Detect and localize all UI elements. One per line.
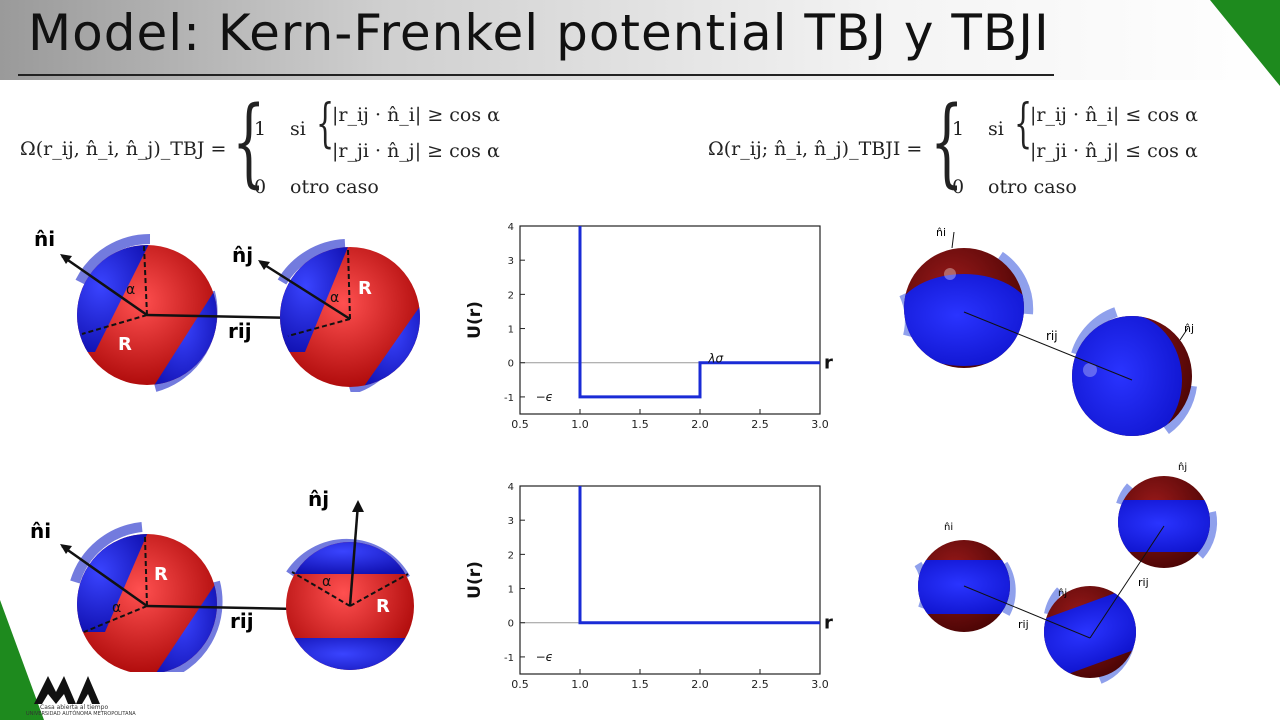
radius-label-j: R xyxy=(358,278,372,299)
alpha-label-2: α xyxy=(112,600,121,616)
y-tick-label: 0 xyxy=(508,359,514,370)
particle-i: α R n̂i xyxy=(34,227,218,392)
equation-tbj-cond1: |r_ij · n̂_i| ≥ cos α xyxy=(332,104,500,126)
logo-caption-2: UNIVERSIDAD AUTÓNOMA METROPOLITANA xyxy=(26,711,136,717)
equation-tbji-case2-value: 0 xyxy=(952,176,965,198)
title-underline xyxy=(18,74,1054,76)
snap-rij-label: rij xyxy=(1046,329,1058,343)
x-tick-label: 2.0 xyxy=(691,418,709,431)
y-tick-label: 4 xyxy=(508,222,514,233)
logo-caption-1: Casa abierta al tiempo xyxy=(40,704,109,711)
equation-tbji-brace: { xyxy=(930,86,964,198)
equation-tbji-cond2: |r_ji · n̂_j| ≤ cos α xyxy=(1030,140,1198,162)
x-tick-label: 1.5 xyxy=(631,418,649,431)
snapshot-tbj-simulation: n̂i rij n̂j xyxy=(899,226,1197,436)
x-tick-label: 1.0 xyxy=(571,418,589,431)
chart-tbji-potential: -1 0 1 2 3 4 0.5 1.0 1.5 2.0 2.5 3.0 U(r) r −ϵ xyxy=(465,482,833,691)
radius-label-j2: R xyxy=(376,596,390,617)
equation-tbj: Ω(r_ij, n̂_i, n̂_j)_TBJ = { 1 si { |r_ij… xyxy=(20,86,540,206)
diagram-tbji-particles: α R n̂i rij α R n̂j xyxy=(30,487,414,672)
y-tick-label: 1 xyxy=(508,585,514,596)
x-tick-label: 3.0 xyxy=(811,678,829,691)
x-axis-label: r xyxy=(824,353,833,374)
x-tick-label: 2.5 xyxy=(751,678,769,691)
radius-label: R xyxy=(118,334,132,355)
y-tick-label: 2 xyxy=(508,290,514,301)
x-tick-label: 2.5 xyxy=(751,418,769,431)
ni-label-2: n̂i xyxy=(30,519,51,543)
green-corner-bottom-left xyxy=(0,600,44,720)
rij-label-2: rij xyxy=(230,609,254,633)
equation-tbj-case2-word: otro caso xyxy=(290,176,379,198)
equation-tbj-inner-brace: { xyxy=(316,94,335,154)
y-tick-label: 0 xyxy=(508,619,514,630)
snap2-ni-label: n̂i xyxy=(944,521,953,533)
y-tick-label: 4 xyxy=(508,482,514,493)
y-axis-label: U(r) xyxy=(465,301,485,339)
snap2-nj-label-a: n̂j xyxy=(1058,587,1067,599)
diagram-tbj-particles: α R n̂i rij α R n̂j xyxy=(34,227,420,392)
potential-series-line xyxy=(578,486,820,625)
y-tick-label: -1 xyxy=(504,653,514,664)
equation-tbj-case1-value: 1 xyxy=(254,118,267,140)
y-axis-label: U(r) xyxy=(465,561,485,599)
x-tick-label: 2.0 xyxy=(691,678,709,691)
green-corner-top-right xyxy=(1210,0,1280,86)
x-tick-label: 1.5 xyxy=(631,678,649,691)
y-tick-label: -1 xyxy=(504,393,514,404)
alpha-label-j2: α xyxy=(322,574,331,590)
equation-tbj-cond2: |r_ji · n̂_j| ≥ cos α xyxy=(332,140,500,162)
alpha-label-j: α xyxy=(330,290,339,306)
slide-title: Model: Kern-Frenkel potential TBJ y TBJI xyxy=(28,4,1050,62)
equation-tbji-cond1: |r_ij · n̂_i| ≤ cos α xyxy=(1030,104,1198,126)
equation-tbj-brace: { xyxy=(232,86,266,198)
snap-ni-label: n̂i xyxy=(936,226,946,239)
uam-logo xyxy=(34,676,100,704)
snapshot-tbji-simulation: n̂i rij rij n̂j n̂j xyxy=(914,461,1218,684)
equation-tbj-case1-word: si xyxy=(290,118,306,140)
equation-tbji-lhs: Ω(r_ij; n̂_i, n̂_j)_TBJI = xyxy=(708,138,923,160)
alpha-label: α xyxy=(126,282,135,298)
equation-tbj-lhs: Ω(r_ij, n̂_i, n̂_j)_TBJ = xyxy=(20,138,227,160)
equation-tbji-case1-word: si xyxy=(988,118,1004,140)
plot-frame xyxy=(519,485,821,675)
snap2-rij-label-b: rij xyxy=(1138,576,1149,589)
y-tick-label: 2 xyxy=(508,550,514,561)
equation-tbji-case2-word: otro caso xyxy=(988,176,1077,198)
x-axis-label: r xyxy=(824,613,833,634)
annotation: −ϵ xyxy=(536,390,553,404)
x-tick-label: 0.5 xyxy=(511,418,529,431)
x-tick-label: 0.5 xyxy=(511,678,529,691)
x-tick-label: 1.0 xyxy=(571,678,589,691)
chart-tbj-potential: -1 0 1 2 3 4 0.5 1.0 1.5 2.0 2.5 3.0 U(r) r λσ −ϵ xyxy=(465,222,833,431)
potential-series-line xyxy=(578,226,820,399)
radius-label-2: R xyxy=(154,564,168,585)
snap2-nj-label-b: n̂j xyxy=(1178,461,1187,473)
annotation: −ϵ xyxy=(536,650,553,664)
snap-nj-label: n̂j xyxy=(1184,322,1194,335)
nj-label-2: n̂j xyxy=(308,487,329,511)
snap2-rij-label-a: rij xyxy=(1018,618,1029,631)
title-bar xyxy=(0,0,1280,80)
x-tick-label: 3.0 xyxy=(811,418,829,431)
rij-label: rij xyxy=(228,319,252,343)
plot-frame xyxy=(519,225,821,415)
particle-i-2: α R n̂i xyxy=(30,519,223,672)
nj-label: n̂j xyxy=(232,243,253,267)
particle-j-2: α R n̂j xyxy=(286,487,414,670)
equation-tbj-case2-value: 0 xyxy=(254,176,267,198)
equation-tbji-inner-brace: { xyxy=(1014,94,1033,154)
y-tick-label: 3 xyxy=(508,516,514,527)
equation-tbji-case1-value: 1 xyxy=(952,118,965,140)
ni-label: n̂i xyxy=(34,227,55,251)
y-tick-label: 3 xyxy=(508,256,514,267)
particle-j: α R n̂j xyxy=(232,239,420,392)
y-tick-label: 1 xyxy=(508,325,514,336)
equation-tbji: Ω(r_ij; n̂_i, n̂_j)_TBJI = { 1 si { |r_i… xyxy=(708,86,1228,206)
annotation: λσ xyxy=(707,352,723,366)
